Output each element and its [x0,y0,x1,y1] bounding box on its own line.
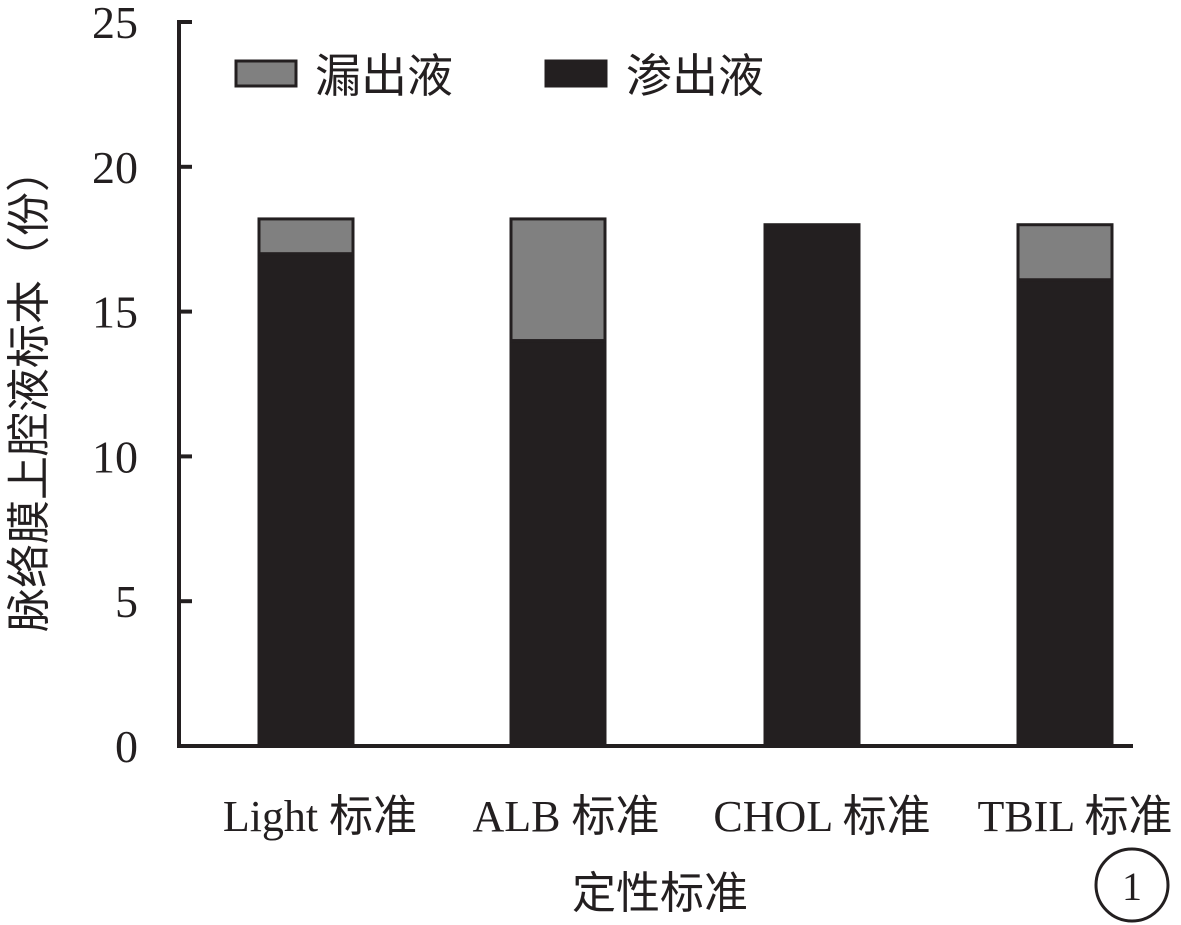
bar-segment-exudate [1016,278,1114,748]
legend-label: 漏出液 [315,51,453,102]
x-category-label: ALB 标准 [473,792,660,841]
y-tick-label: 20 [92,142,138,193]
y-tick-label: 25 [92,0,138,48]
y-tick-label: 5 [115,576,138,627]
y-tick-label: 10 [92,431,138,482]
bar-group [257,217,355,748]
bar-segment-exudate [509,339,607,748]
x-categories-layer: Light 标准 ALB 标准 CHOL 标准 TBIL 标准 [223,792,1173,841]
x-category-label: TBIL 标准 [977,792,1172,841]
bar-segment-transudate [509,217,607,343]
bar-group [1016,223,1114,748]
y-tick-label: 0 [115,721,138,772]
legend-swatch [544,59,608,88]
bar-segment-exudate [257,252,355,748]
bars-layer [257,217,1114,748]
x-category-label: CHOL 标准 [713,792,930,841]
legend-label: 渗出液 [626,51,764,102]
bar-segment-transudate [257,217,355,256]
axes-layer [177,20,1133,748]
figure-label-badge: 1 [1094,847,1170,923]
figure-label-text: 1 [1122,864,1142,909]
bar-group [509,217,607,748]
y-axis-title: 脉络膜上腔液标本（份） [5,148,54,632]
y-tick-label: 15 [92,287,138,338]
y-ticks-layer: 0 5 10 15 20 25 [92,0,192,772]
bar-group [763,223,861,748]
legend: 漏出液 渗出液 [234,51,764,102]
x-category-label: Light 标准 [223,792,417,841]
figure-label-circle [1094,847,1170,923]
legend-swatch [234,59,298,88]
bar-segment-transudate [1016,223,1114,282]
x-axis-title: 定性标准 [572,869,748,918]
bar-segment-exudate [763,223,861,748]
